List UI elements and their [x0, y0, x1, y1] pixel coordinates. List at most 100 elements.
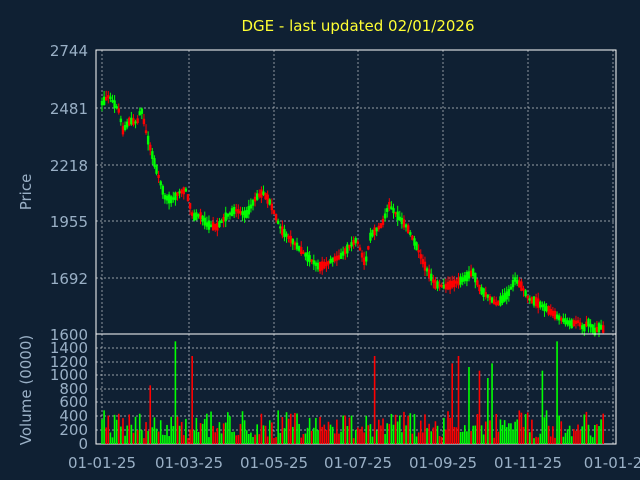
candle-body [293, 242, 297, 246]
volume-bar [170, 416, 173, 444]
candle-body [415, 242, 418, 251]
volume-bar [321, 426, 323, 444]
candle-body [576, 320, 580, 324]
volume-bar [575, 430, 577, 444]
volume-bar [243, 420, 246, 444]
volume-bar [325, 429, 328, 444]
volume-bar [461, 431, 464, 444]
volume-bar [447, 411, 449, 444]
candle-body [258, 193, 261, 197]
volume-bar [206, 413, 208, 444]
volume-bar [440, 436, 443, 444]
candle-body [100, 101, 104, 106]
volume-bar [378, 419, 380, 444]
candle-body [222, 217, 225, 222]
candle-body [516, 279, 519, 284]
volume-bar [107, 415, 110, 444]
volume-bar [388, 423, 391, 444]
candle-body [513, 277, 517, 282]
volume-bar [296, 413, 298, 444]
volume-bar [245, 430, 248, 444]
candle-body [350, 242, 353, 247]
volume-bar [587, 424, 590, 444]
volume-bar [558, 415, 560, 444]
volume-bar [134, 416, 137, 444]
candle-body [264, 192, 267, 200]
candle-body [310, 259, 313, 262]
volume-bar [373, 356, 376, 444]
candle-body [138, 111, 141, 116]
volume-bar [237, 434, 240, 444]
volume-bar [422, 432, 424, 444]
candle-body [170, 196, 173, 204]
candle-body [438, 284, 441, 287]
candle-body [534, 297, 538, 307]
volume-bar [350, 415, 353, 444]
candle-body [411, 235, 414, 240]
candle-body [467, 271, 471, 279]
volume-tick-label: 600 [59, 393, 88, 411]
candle-body [442, 284, 446, 289]
volume-bar [180, 421, 183, 444]
volume-tick-label: 1400 [50, 339, 88, 357]
candle-body [369, 232, 372, 241]
volume-bar [487, 378, 489, 444]
volume-bar [168, 436, 170, 444]
volume-bar [250, 432, 252, 444]
candle-body [237, 209, 240, 214]
price-tick-label: 2481 [50, 100, 88, 118]
volume-bar [342, 415, 344, 444]
candle-body [459, 276, 462, 285]
candle-body [526, 295, 529, 299]
volume-bar [449, 417, 451, 444]
candle-body [478, 284, 481, 292]
candle-body [394, 212, 397, 215]
volume-bar [600, 419, 602, 444]
candle-body [482, 288, 485, 297]
candle-body [197, 214, 200, 217]
volume-tick-label: 1200 [50, 353, 88, 371]
candle-body [430, 273, 433, 281]
volume-bar [178, 425, 181, 444]
volume-bar [191, 356, 193, 444]
volume-bar [577, 424, 579, 444]
candle-body [495, 302, 498, 306]
volume-bar [126, 425, 128, 444]
volume-bar [369, 424, 372, 444]
volume-bar [524, 414, 527, 444]
volume-bar [212, 425, 214, 444]
candle-body [146, 135, 150, 145]
candle-body [354, 238, 357, 244]
candle-body [325, 262, 328, 267]
candle-body [155, 165, 158, 174]
candle-body [260, 189, 263, 198]
volume-bar [346, 426, 349, 444]
candle-body [161, 185, 165, 195]
volume-bar [474, 425, 477, 444]
volume-bar [365, 415, 368, 444]
candle-body [331, 257, 334, 263]
volume-bar [315, 417, 317, 444]
volume-bar [596, 424, 598, 444]
candle-body [205, 222, 209, 227]
volume-bar [453, 426, 456, 444]
volume-bar [392, 424, 395, 444]
volume-bar [415, 436, 418, 444]
price-panel-frame [95, 49, 617, 335]
volume-bar [503, 420, 506, 444]
volume-bar [331, 426, 334, 444]
volume-bar [247, 434, 250, 444]
volume-tick-label: 0 [78, 435, 88, 453]
volume-bar [197, 431, 200, 444]
candle-body [218, 221, 221, 228]
volume-bar [459, 431, 462, 444]
candle-body [121, 126, 125, 135]
candle-body [499, 296, 502, 306]
volume-bar [583, 414, 586, 444]
candle-body [339, 252, 343, 259]
candle-body [409, 232, 412, 235]
candle-body [549, 308, 552, 315]
candle-body [400, 217, 404, 225]
candle-body [453, 279, 456, 287]
